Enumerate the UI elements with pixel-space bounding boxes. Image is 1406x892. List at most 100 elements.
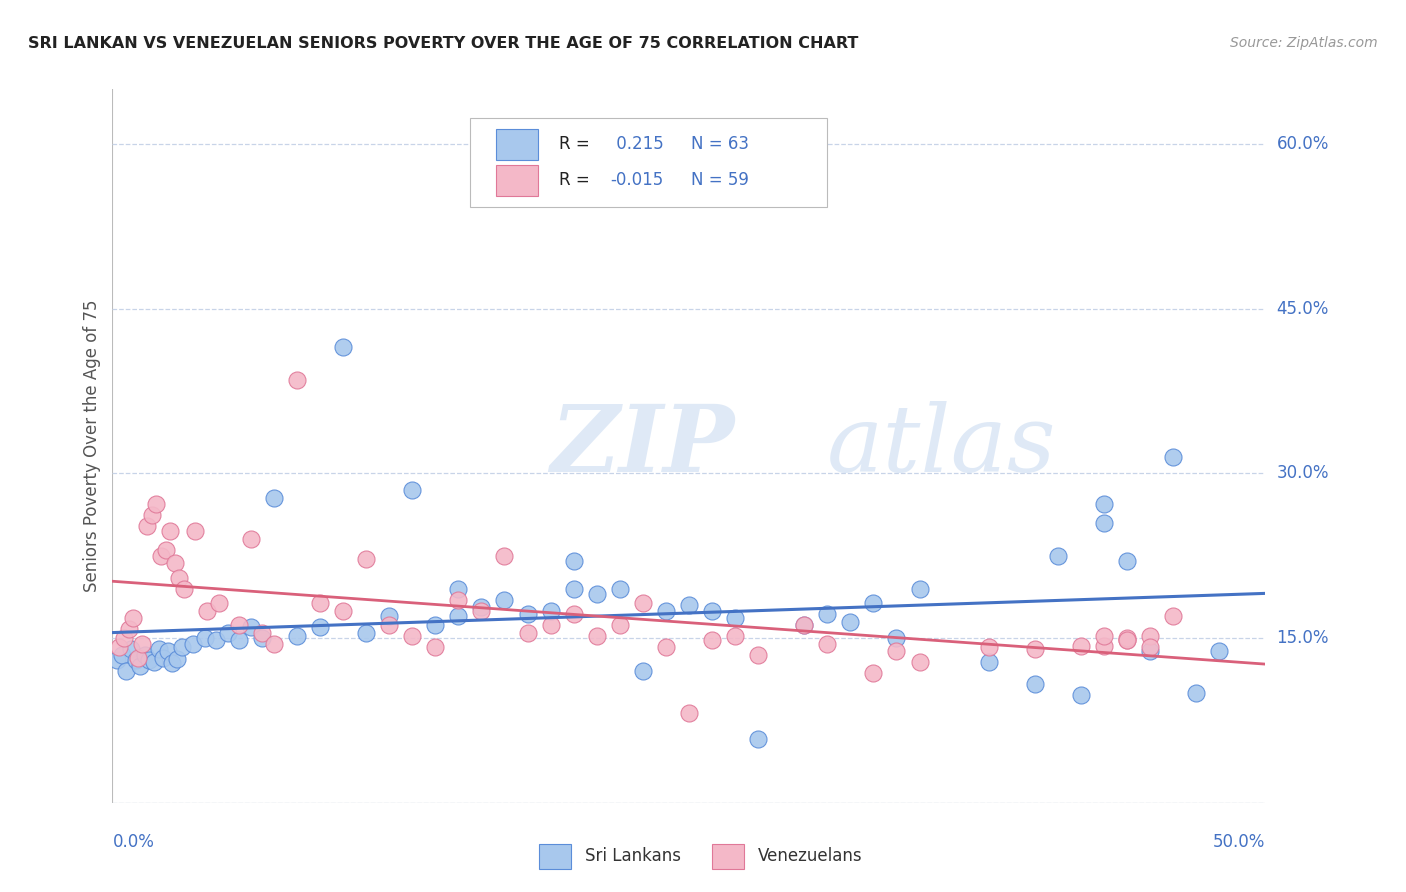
Point (217, 625, 239, 640)
Point (470, 604, 492, 618)
Point (332, 340, 354, 354)
Point (1092, 629, 1115, 643)
Point (145, 497, 167, 511)
Point (1139, 640, 1161, 654)
Point (163, 557, 186, 571)
Point (136, 519, 159, 533)
Point (977, 655, 1000, 669)
Point (747, 732, 769, 747)
Point (425, 618, 447, 632)
Point (747, 648, 769, 662)
Point (1024, 642, 1046, 657)
Point (152, 651, 174, 665)
Text: -0.015: -0.015 (610, 171, 664, 189)
Point (122, 611, 145, 625)
Point (678, 706, 700, 720)
Point (494, 549, 516, 563)
Point (447, 582, 470, 596)
Point (1092, 497, 1115, 511)
Point (285, 629, 308, 643)
Point (378, 609, 401, 624)
Point (120, 642, 142, 657)
Point (1139, 629, 1161, 643)
Point (793, 618, 815, 632)
Point (169, 571, 191, 585)
Point (401, 483, 423, 497)
Point (127, 651, 149, 665)
Text: 0.0%: 0.0% (112, 833, 155, 851)
Point (631, 596, 654, 610)
Point (678, 598, 700, 612)
Point (195, 604, 218, 618)
Text: 30.0%: 30.0% (1277, 465, 1329, 483)
Point (263, 491, 285, 505)
Point (155, 543, 177, 558)
Point (1116, 633, 1139, 648)
Point (112, 631, 135, 645)
Y-axis label: Seniors Poverty Over the Age of 75: Seniors Poverty Over the Age of 75 (83, 300, 101, 592)
Point (1070, 688, 1092, 702)
Point (655, 640, 678, 654)
Text: 60.0%: 60.0% (1277, 135, 1329, 153)
Point (1116, 554, 1139, 568)
Point (1161, 450, 1184, 464)
Point (886, 644, 908, 658)
Text: ZIP: ZIP (551, 401, 735, 491)
Point (117, 623, 139, 637)
Point (862, 666, 884, 681)
Point (609, 618, 631, 632)
Point (129, 658, 152, 673)
Point (1208, 644, 1230, 658)
Point (309, 620, 332, 634)
Point (162, 657, 184, 671)
Text: SRI LANKAN VS VENEZUELAN SENIORS POVERTY OVER THE AGE OF 75 CORRELATION CHART: SRI LANKAN VS VENEZUELAN SENIORS POVERTY… (28, 36, 859, 51)
Point (239, 620, 262, 634)
Point (1092, 516, 1115, 530)
Point (228, 618, 250, 632)
Point (886, 631, 908, 645)
Point (354, 625, 377, 640)
Point (585, 629, 607, 643)
Point (815, 637, 838, 651)
Point (609, 582, 631, 596)
Point (252, 631, 274, 645)
Point (170, 640, 193, 654)
Point (1161, 609, 1184, 624)
Point (631, 664, 654, 678)
Point (332, 604, 354, 618)
Point (263, 637, 285, 651)
Point (148, 642, 170, 657)
Point (134, 648, 156, 662)
Text: R =: R = (558, 136, 595, 153)
Point (700, 604, 723, 618)
Point (1116, 633, 1139, 648)
Text: N = 59: N = 59 (692, 171, 749, 189)
Point (205, 633, 228, 648)
Point (655, 604, 678, 618)
Point (105, 653, 128, 667)
Point (143, 655, 166, 669)
FancyBboxPatch shape (496, 165, 538, 196)
Point (562, 582, 585, 596)
Point (1092, 639, 1115, 653)
Point (378, 618, 401, 632)
Point (815, 607, 838, 621)
Point (111, 648, 134, 662)
Text: Venezuelans: Venezuelans (758, 847, 863, 865)
Point (724, 611, 747, 625)
Point (108, 640, 131, 654)
Point (207, 596, 229, 610)
Point (585, 587, 607, 601)
Text: 0.215: 0.215 (610, 136, 664, 153)
Point (425, 640, 447, 654)
Point (447, 609, 470, 624)
Point (1070, 639, 1092, 653)
Point (793, 618, 815, 632)
Point (252, 625, 274, 640)
Point (516, 625, 538, 640)
FancyBboxPatch shape (496, 128, 538, 160)
Point (156, 644, 179, 658)
FancyBboxPatch shape (711, 844, 744, 869)
Point (700, 633, 723, 648)
Point (447, 592, 470, 607)
